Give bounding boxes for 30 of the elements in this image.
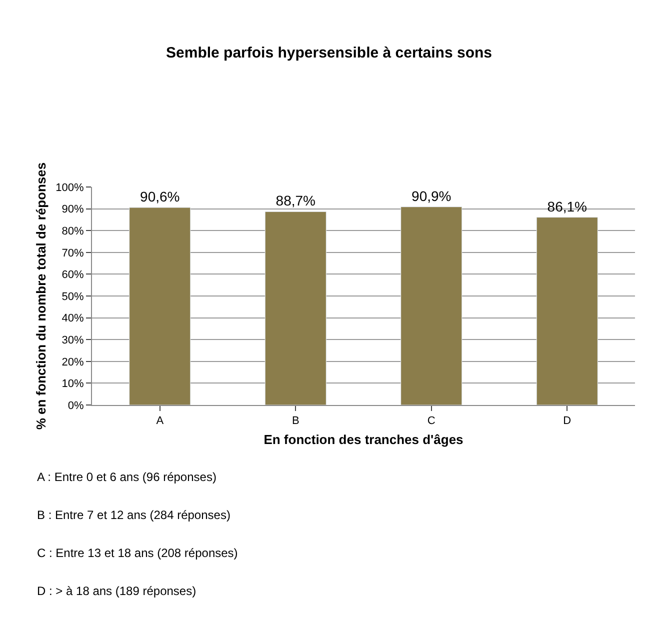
x-tick-label: C: [427, 415, 436, 428]
x-tick-label: D: [563, 415, 572, 428]
data-label: 90,9%: [412, 188, 452, 204]
bar: [536, 217, 598, 405]
bar: [400, 206, 462, 405]
x-axis-title: En fonction des tranches d'âges: [264, 432, 464, 447]
x-tick-label: A: [156, 415, 164, 428]
text: D : > à 18 ans (189 réponses): [37, 584, 196, 598]
y-axis-title: % en fonction du nombre total de réponses: [34, 162, 49, 430]
y-tick-label: 30%: [62, 334, 84, 346]
x-tick-label: B: [292, 415, 300, 428]
data-label: 90,6%: [140, 188, 180, 204]
data-label: 88,7%: [276, 192, 316, 209]
text: C : Entre 13 et 18 ans (208 réponses): [37, 546, 238, 560]
bar: [129, 207, 191, 405]
y-tick-label: 10%: [62, 378, 84, 390]
y-tick-label: 50%: [62, 290, 84, 303]
y-tick-label: 40%: [62, 312, 84, 325]
y-tick-label: 90%: [62, 204, 84, 216]
y-tick-label: 60%: [62, 269, 84, 282]
y-tick-label: 20%: [62, 356, 84, 368]
data-label: 86,1%: [547, 198, 587, 214]
text: B : Entre 7 et 12 ans (284 réponses): [37, 508, 230, 522]
y-tick-label: 0%: [68, 400, 84, 412]
y-tick-label: 70%: [62, 247, 84, 260]
y-tick-label: 80%: [62, 225, 84, 238]
chart-title: Semble parfois hypersensible à certains sons: [166, 44, 492, 62]
text: A : Entre 0 et 6 ans (96 réponses): [37, 470, 216, 484]
y-tick-label: 100%: [56, 182, 84, 194]
bar: [264, 211, 326, 405]
